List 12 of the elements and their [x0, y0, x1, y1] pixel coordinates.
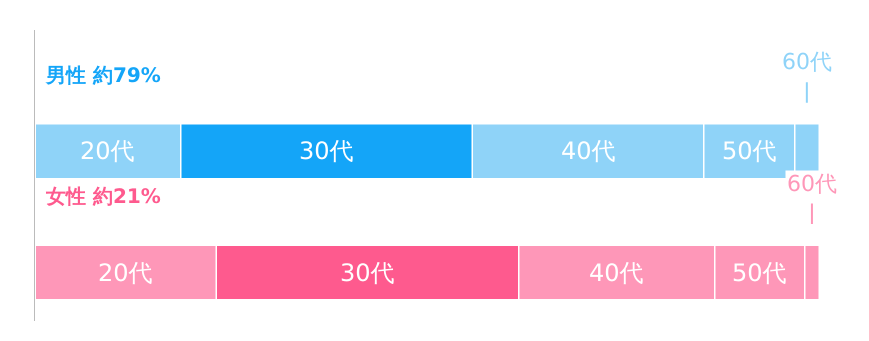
series-label: 60代 [787, 172, 837, 197]
text: 60代 [782, 50, 832, 75]
series-label: 30代 [340, 259, 395, 287]
text: 30代 [299, 137, 354, 165]
series-label: 20代 [98, 259, 153, 287]
series-label: 40代 [589, 259, 644, 287]
text: 50代 [722, 137, 777, 165]
series-label: 50代 [732, 259, 787, 287]
text: 20代 [80, 137, 135, 165]
text: 40代 [561, 137, 616, 165]
y-tick-label: 女性 約21% [45, 184, 161, 208]
y-tick-label: 男性 約79% [45, 63, 161, 87]
